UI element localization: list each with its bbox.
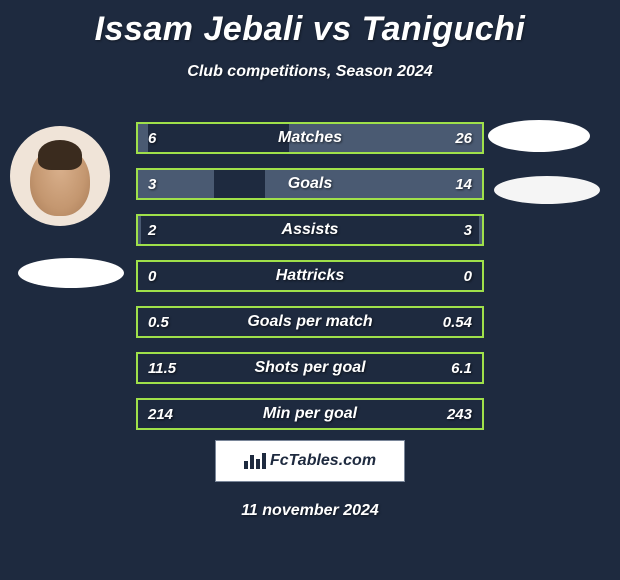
stat-label: Hattricks: [138, 262, 482, 290]
player-right-flag-1: [488, 120, 590, 152]
stat-row: 6 Matches 26: [136, 122, 484, 154]
stat-label: Matches: [138, 124, 482, 152]
footer-logo[interactable]: FcTables.com: [215, 440, 405, 482]
stat-value-right: 6.1: [451, 354, 472, 382]
stat-value-right: 0: [464, 262, 472, 290]
stat-row: 214 Min per goal 243: [136, 398, 484, 430]
stat-value-right: 3: [464, 216, 472, 244]
bar-chart-icon: [244, 453, 264, 469]
footer-date: 11 november 2024: [0, 502, 620, 520]
stat-row: 11.5 Shots per goal 6.1: [136, 352, 484, 384]
stat-label: Assists: [138, 216, 482, 244]
player-left-flag: [18, 258, 124, 288]
stat-value-right: 243: [447, 400, 472, 428]
player-left-avatar: [10, 126, 110, 226]
stat-row: 0.5 Goals per match 0.54: [136, 306, 484, 338]
stat-value-right: 14: [455, 170, 472, 198]
stat-row: 3 Goals 14: [136, 168, 484, 200]
stat-label: Goals per match: [138, 308, 482, 336]
stats-bars: 6 Matches 26 3 Goals 14 2 Assists 3 0 Ha…: [136, 122, 484, 444]
stat-row: 0 Hattricks 0: [136, 260, 484, 292]
player-right-flag-2: [494, 176, 600, 204]
stat-value-right: 0.54: [443, 308, 472, 336]
stat-label: Goals: [138, 170, 482, 198]
stat-value-right: 26: [455, 124, 472, 152]
comparison-subtitle: Club competitions, Season 2024: [0, 63, 620, 81]
stat-label: Min per goal: [138, 400, 482, 428]
stat-row: 2 Assists 3: [136, 214, 484, 246]
comparison-title: Issam Jebali vs Taniguchi: [0, 0, 620, 49]
stat-label: Shots per goal: [138, 354, 482, 382]
footer-logo-text: FcTables.com: [270, 452, 376, 470]
